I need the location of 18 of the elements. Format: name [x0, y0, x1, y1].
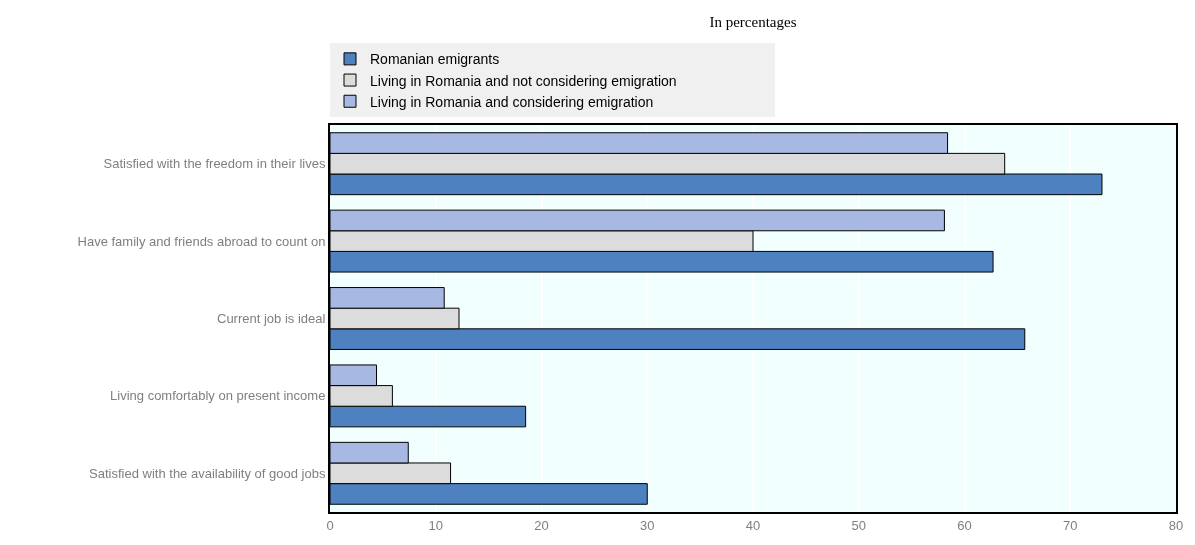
- y-tick-label: Satisfied with the freedom in their lives: [103, 156, 326, 172]
- legend-label: Romanian emigrants: [370, 51, 500, 68]
- x-tick-label: 40: [745, 517, 761, 533]
- y-tick-label: Current job is ideal: [217, 311, 326, 327]
- y-tick-label: Satisfied with the availability of good jobs: [89, 465, 326, 481]
- x-tick-label: 70: [1063, 517, 1078, 533]
- x-tick-label: 0: [326, 517, 334, 533]
- x-tick-label: 20: [534, 517, 549, 533]
- chart-title: In percentages: [709, 13, 797, 30]
- x-tick-label: 50: [851, 517, 866, 533]
- x-tick-label: 10: [428, 517, 443, 533]
- legend-label: Living in Romania and considering emigration: [370, 93, 654, 110]
- x-tick-label: 60: [957, 517, 972, 533]
- x-tick-label: 30: [640, 517, 655, 533]
- x-tick-label: 80: [1168, 517, 1184, 533]
- legend-label: Living in Romania and not considering emigration: [370, 72, 677, 89]
- y-tick-label: Living comfortably on present income: [110, 388, 326, 404]
- y-tick-label: Have family and friends abroad to count on: [77, 233, 326, 249]
